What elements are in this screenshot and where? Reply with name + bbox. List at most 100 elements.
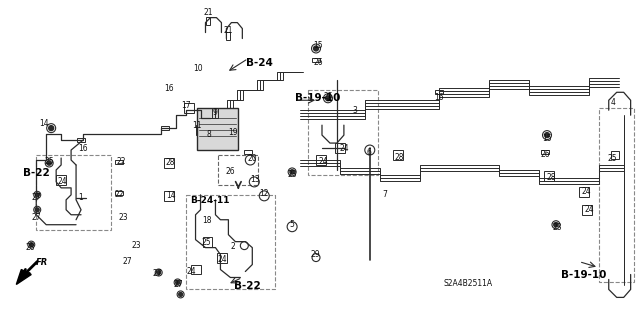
Text: 6: 6 <box>366 147 371 157</box>
Text: 26: 26 <box>313 58 323 67</box>
Bar <box>335 143 345 153</box>
Text: 25: 25 <box>323 92 333 101</box>
Text: 22: 22 <box>114 190 124 199</box>
Bar <box>227 32 230 40</box>
Bar <box>308 90 378 175</box>
Text: 10: 10 <box>193 64 202 73</box>
Bar <box>579 187 589 197</box>
Text: 7: 7 <box>382 190 387 199</box>
Bar <box>207 17 211 25</box>
Text: 16: 16 <box>164 84 173 93</box>
Bar <box>316 155 326 165</box>
Circle shape <box>326 96 330 101</box>
Circle shape <box>554 223 558 227</box>
Text: 15: 15 <box>542 134 552 143</box>
Text: B-24-11: B-24-11 <box>191 196 230 205</box>
Bar <box>196 125 205 135</box>
Text: 9: 9 <box>212 108 217 117</box>
Bar <box>184 103 193 113</box>
Circle shape <box>49 126 54 130</box>
Text: 27: 27 <box>31 193 41 202</box>
Text: 28: 28 <box>26 243 35 252</box>
Bar <box>211 110 221 120</box>
Text: 21: 21 <box>204 8 213 17</box>
Text: 2: 2 <box>230 242 235 251</box>
Text: B-22: B-22 <box>234 281 261 292</box>
Bar <box>200 117 209 127</box>
Text: 16: 16 <box>78 144 88 152</box>
Bar <box>115 191 123 195</box>
Bar <box>218 155 259 185</box>
Text: 27: 27 <box>122 257 132 266</box>
Circle shape <box>176 280 180 284</box>
Bar <box>312 58 320 63</box>
Text: 11: 11 <box>192 121 202 130</box>
Text: 16: 16 <box>435 93 444 102</box>
Circle shape <box>35 208 39 212</box>
Bar <box>582 205 592 215</box>
Text: B-24: B-24 <box>246 58 273 69</box>
Bar <box>77 138 85 142</box>
Text: 1: 1 <box>79 193 83 202</box>
Circle shape <box>314 46 319 51</box>
Text: 4: 4 <box>611 98 615 107</box>
Text: 25: 25 <box>202 238 211 247</box>
Circle shape <box>290 170 294 174</box>
Bar <box>435 90 444 94</box>
Text: 24: 24 <box>339 144 349 152</box>
Text: 28: 28 <box>395 152 404 161</box>
Circle shape <box>29 243 33 247</box>
Text: B-19-10: B-19-10 <box>295 93 340 103</box>
Text: 26: 26 <box>540 150 550 159</box>
Circle shape <box>35 193 39 197</box>
Text: 23: 23 <box>132 241 141 250</box>
Text: 26: 26 <box>225 167 236 176</box>
Text: B-22: B-22 <box>23 168 50 178</box>
Polygon shape <box>17 270 31 285</box>
Bar <box>36 155 111 230</box>
Circle shape <box>179 293 182 296</box>
Bar <box>164 158 173 168</box>
Text: 24: 24 <box>58 177 67 186</box>
Text: 8: 8 <box>206 130 211 139</box>
Bar <box>186 195 275 289</box>
Text: 19: 19 <box>228 128 238 137</box>
Text: 21: 21 <box>223 26 233 35</box>
Text: 27: 27 <box>174 280 184 289</box>
Text: 27: 27 <box>31 213 41 222</box>
Text: 28: 28 <box>546 174 556 182</box>
Text: 24: 24 <box>187 267 196 276</box>
Bar <box>202 237 212 247</box>
Bar <box>541 150 549 154</box>
Bar <box>244 150 252 154</box>
Circle shape <box>157 271 161 274</box>
Text: 13: 13 <box>250 175 260 184</box>
Text: B-19-10: B-19-10 <box>561 270 606 279</box>
Text: S2A4B2511A: S2A4B2511A <box>444 279 493 288</box>
Bar <box>56 175 66 185</box>
Text: 22: 22 <box>116 158 125 167</box>
Bar <box>164 191 173 201</box>
Text: 23: 23 <box>552 223 562 232</box>
Text: 20: 20 <box>248 153 257 162</box>
Text: 5: 5 <box>290 220 294 229</box>
Text: 23: 23 <box>118 213 127 222</box>
Text: 14: 14 <box>40 119 49 128</box>
Text: 25: 25 <box>44 158 54 167</box>
Circle shape <box>47 161 51 165</box>
Text: 18: 18 <box>202 216 211 225</box>
Bar <box>544 171 554 181</box>
Bar <box>161 126 169 130</box>
Text: 17: 17 <box>180 101 191 110</box>
Bar <box>191 264 200 274</box>
Text: 29: 29 <box>310 250 320 259</box>
Text: 14: 14 <box>166 191 175 200</box>
Text: 24: 24 <box>581 187 591 197</box>
Text: 12: 12 <box>259 189 269 198</box>
Text: FR: FR <box>36 257 49 267</box>
Bar <box>611 151 619 159</box>
Text: 15: 15 <box>313 41 323 50</box>
Bar <box>599 108 634 282</box>
Bar <box>393 150 403 160</box>
Bar <box>218 253 227 263</box>
